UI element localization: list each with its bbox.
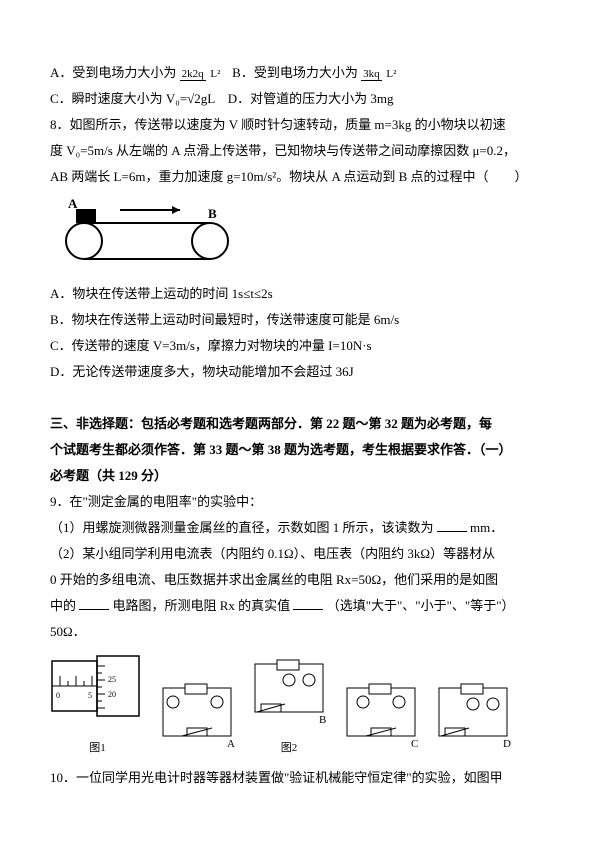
- svg-text:20: 20: [108, 690, 116, 699]
- opt-7d: D．对管道的压力大小为 3mg: [228, 91, 394, 106]
- circuit-b: B 图2: [249, 658, 329, 759]
- opt-7a-pre: A．受到电场力大小为: [50, 65, 176, 80]
- opt-7c: C．瞬时速度大小为 V₀=√2gL: [50, 91, 215, 106]
- frac-top: 3kq: [361, 68, 382, 81]
- opt-8d: D．无论传送带速度多大，物块动能增加不会超过 36J: [50, 359, 545, 385]
- q9-stem: 9．在"测定金属的电阻率"的实验中：: [50, 489, 545, 515]
- q10-stem: 10．一位同学用光电计时器等器材装置做"验证机械能守恒定律"的实验，如图甲: [50, 765, 545, 791]
- svg-text:B: B: [319, 714, 326, 726]
- fig2-caption: 图2: [249, 737, 329, 759]
- opt-8b: B．物块在传送带上运动时间最短时，传送带速度可能是 6m/s: [50, 307, 545, 333]
- frac-top: 2k2q: [180, 68, 206, 81]
- conveyor-diagram: A B: [50, 196, 545, 275]
- q9-1a: （1）用螺旋测微器测量金属丝的直径，示数如图 1 所示，该读数为: [50, 520, 434, 535]
- micrometer-figure: 0 5 25 20 图1: [50, 651, 145, 759]
- svg-text:B: B: [208, 206, 217, 221]
- q9-2f: 50Ω．: [50, 619, 545, 645]
- q9-2d: 电路图，所测电阻 Rx 的真实值: [113, 598, 291, 613]
- circuit-c: C: [341, 682, 421, 759]
- svg-text:D: D: [503, 738, 511, 750]
- svg-text:A: A: [227, 738, 235, 750]
- frac-bot: L²: [384, 68, 398, 80]
- svg-text:0: 0: [56, 691, 60, 700]
- opt-8c: C．传送带的速度 V=3m/s，摩擦力对物块的冲量 I=10N·s: [50, 333, 545, 359]
- q9-2a: （2）某小组同学利用电流表（内阻约 0.1Ω）、电压表（内阻约 3kΩ）等器材从: [50, 541, 545, 567]
- fraction-7a: 2k2q L²: [180, 68, 223, 80]
- blank-diameter: [437, 518, 467, 532]
- q9-1b: mm．: [470, 520, 503, 535]
- fig1-caption: 图1: [50, 737, 145, 759]
- svg-text:C: C: [411, 738, 418, 750]
- fraction-7b: 3kq L²: [361, 68, 398, 80]
- svg-text:25: 25: [108, 675, 116, 684]
- q8-stem-1: 8．如图所示，传送带以速度为 V 顺时针匀速转动，质量 m=3kg 的小物块以初…: [50, 112, 545, 138]
- svg-text:A: A: [68, 196, 78, 211]
- svg-text:5: 5: [88, 691, 92, 700]
- opt-8a: A．物块在传送带上运动的时间 1s≤t≤2s: [50, 281, 545, 307]
- q9-2e: （选填"大于"、"小于"、"等于"）: [327, 598, 515, 613]
- opt-7b-pre: B．受到电场力大小为: [232, 65, 358, 80]
- frac-bot: L²: [208, 68, 222, 80]
- blank-compare: [293, 596, 323, 610]
- section3-h3: 必考题（共 129 分）: [50, 463, 545, 489]
- q9-2c: 中的: [50, 598, 76, 613]
- q8-stem-3: AB 两端长 L=6m，重力加速度 g=10m/s²。物块从 A 点运动到 B …: [50, 164, 545, 190]
- figures-row: 0 5 25 20 图1 A: [50, 651, 545, 759]
- blank-circuit: [79, 596, 109, 610]
- q9-2b: 0 开始的多组电流、电压数据并求出金属丝的电阻 Rx=50Ω，他们采用的是如图: [50, 567, 545, 593]
- circuit-a: A: [157, 682, 237, 759]
- circuit-d: D: [433, 682, 513, 759]
- section3-h2: 个试题考生都必须作答．第 33 题～第 38 题为选考题，考生根据要求作答．（一…: [50, 437, 545, 463]
- q8-stem-2: 度 V₀=5m/s 从左端的 A 点滑上传送带，已知物块与传送带之间动摩擦因数 …: [50, 138, 545, 164]
- section3-h1: 三、非选择题：包括必考题和选考题两部分．第 22 题～第 32 题为必考题，每: [50, 411, 545, 437]
